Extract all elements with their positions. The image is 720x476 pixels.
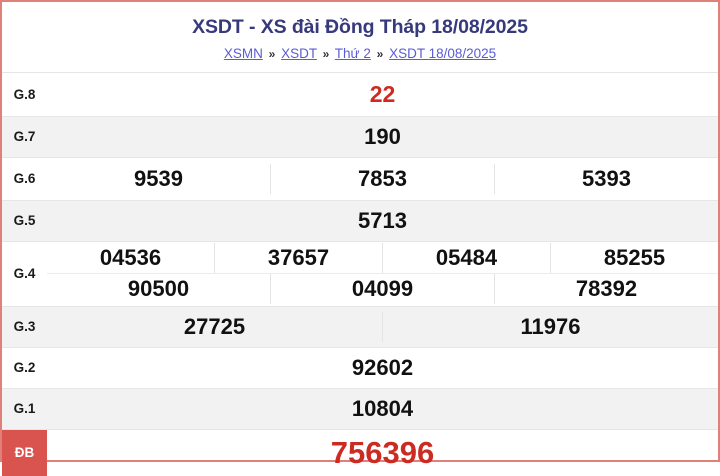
prize-number: 90500 (127, 276, 190, 302)
prize-number: 92602 (351, 354, 414, 380)
table-row: ĐB 756396 (2, 429, 718, 476)
prize-values-g4: 04536 37657 05484 85255 90500 04099 7839… (47, 241, 718, 306)
prize-number: 10804 (351, 395, 414, 421)
prize-values-g7: 190 (47, 116, 718, 158)
breadcrumb: XSMN » XSDT » Thứ 2 » XSDT 18/08/2025 (2, 46, 718, 62)
prize-label-g3: G.3 (2, 306, 47, 348)
table-row: G.5 5713 (2, 200, 718, 242)
prize-label-g8: G.8 (13, 86, 36, 102)
prize-label-g6: G.6 (13, 171, 36, 187)
prize-values-g2: 92602 (47, 347, 718, 388)
breadcrumb-item-current[interactable]: XSDT 18/08/2025 (389, 46, 497, 62)
prize-number: 85255 (550, 243, 718, 274)
prize-number: 190 (364, 123, 401, 149)
table-row: G.6 9539 7853 5393 (2, 157, 718, 200)
page-header: XSDT - XS đài Đồng Tháp 18/08/2025 XSMN … (2, 2, 718, 72)
table-row: G.3 27725 11976 (2, 306, 718, 348)
prize-number: 22 (369, 80, 396, 107)
table-row: G.8 22 (2, 72, 718, 116)
table-row: G.1 10804 (2, 388, 718, 430)
prize-number: 27725 (183, 313, 246, 339)
prize-number: 9539 (134, 165, 183, 191)
lottery-results-table: G.8 22 G.7 190 G.6 (2, 72, 718, 476)
breadcrumb-separator: » (268, 47, 276, 62)
prize-label-g7: G.7 (2, 116, 47, 158)
prize-label-g2: G.2 (13, 360, 36, 376)
prize-number: 37657 (214, 243, 382, 274)
table-row: G.4 04536 37657 05484 85255 90500 04099 … (2, 241, 718, 306)
breadcrumb-item-xsdt[interactable]: XSDT (281, 46, 317, 62)
prize-number: 78392 (494, 274, 718, 305)
prize-number: 7853 (270, 163, 494, 194)
prize-number: 04099 (270, 274, 494, 305)
prize-values-g5: 5713 (47, 200, 718, 242)
prize-number: 05484 (382, 243, 550, 274)
prize-values-db: 756396 (47, 429, 718, 476)
prize-label-db: ĐB (2, 429, 47, 476)
prize-values-g8: 22 (47, 72, 718, 116)
breadcrumb-item-xsmn[interactable]: XSMN (223, 46, 263, 62)
prize-label-g5: G.5 (2, 200, 47, 242)
prize-label-g1: G.1 (2, 388, 47, 430)
prize-number: 11976 (382, 311, 718, 342)
page-title: XSDT - XS đài Đồng Tháp 18/08/2025 (192, 16, 528, 38)
breadcrumb-separator: » (322, 47, 330, 62)
prize-values-g3: 27725 11976 (47, 306, 718, 348)
breadcrumb-item-weekday[interactable]: Thứ 2 (334, 46, 371, 62)
prize-values-g1: 10804 (47, 388, 718, 430)
prize-number: 5713 (358, 207, 407, 233)
prize-number: 04536 (99, 245, 162, 271)
prize-number-special: 756396 (330, 435, 435, 471)
table-row: G.2 92602 (2, 347, 718, 388)
prize-number: 5393 (494, 163, 718, 194)
table-row: G.7 190 (2, 116, 718, 158)
breadcrumb-separator: » (376, 47, 384, 62)
prize-values-g6: 9539 7853 5393 (47, 157, 718, 200)
prize-label-g4: G.4 (13, 266, 36, 282)
